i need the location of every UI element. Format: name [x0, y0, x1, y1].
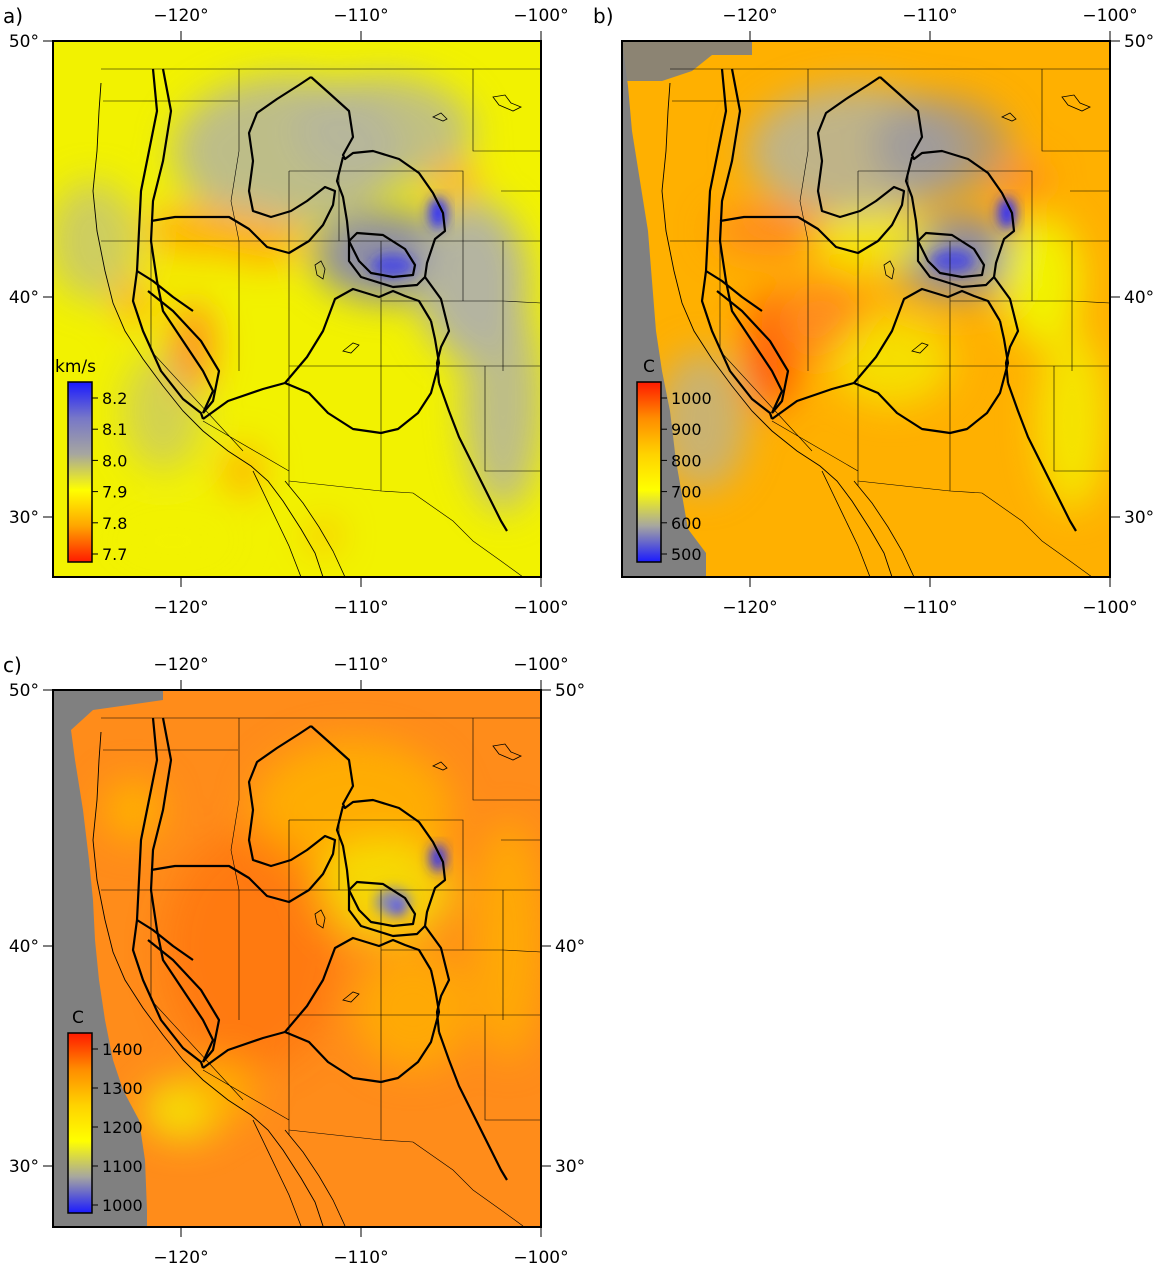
panel-c-colorbar-tick-label: 1400 — [102, 1040, 143, 1059]
panel-a-colorbar-unit: km/s — [55, 357, 96, 377]
panel-a-bottom-tick-label: −120° — [153, 598, 208, 618]
panel-c-colorbar-tick-label: 1300 — [102, 1079, 143, 1098]
panel-b-colorbar-tick-label: 1000 — [671, 389, 712, 408]
panel-c-colorbar-tick-label: 1200 — [102, 1118, 143, 1137]
panel-c-bottom-tick-label: −100° — [513, 1248, 568, 1268]
panel-a-map — [53, 41, 541, 577]
panel-c-right-tick-label: 50° — [555, 681, 585, 701]
panel-c-top-tick-label: −100° — [513, 655, 568, 675]
panel-b: b) — [593, 4, 1111, 578]
panel-c-colorbar-unit: C — [72, 1008, 84, 1028]
panel-c-bottom-tick-label: −120° — [153, 1248, 208, 1268]
axes: −120° −110° −100° −120° −110° −100° 50° 40° 30° −… — [9, 6, 1154, 1268]
panel-a-top-tick-label: −100° — [513, 6, 568, 26]
panel-c-colorbar-gradient — [67, 1032, 93, 1214]
panel-b-colorbar-gradient — [636, 381, 662, 563]
panel-c-top-tick-label: −110° — [333, 655, 388, 675]
panel-b-top-tick-label: −120° — [722, 6, 777, 26]
panel-b-bottom-tick-label: −100° — [1082, 598, 1137, 618]
panel-a-top-tick-label: −120° — [153, 6, 208, 26]
panel-a-colorbar: km/s 8.2 8.1 8.0 7.9 7.8 7.7 — [55, 357, 127, 564]
panel-a-colorbar-tick-label: 8.0 — [102, 451, 127, 470]
panel-a-field — [53, 76, 541, 566]
panel-b-right-tick-label: 50° — [1124, 32, 1154, 52]
panel-a-colorbar-tick-label: 7.8 — [102, 514, 127, 533]
panel-c-left-tick-label: 40° — [9, 937, 39, 957]
panel-a-left-tick-label: 40° — [9, 288, 39, 308]
panel-c-right-tick-label: 30° — [555, 1157, 585, 1177]
panel-b-map — [622, 41, 1110, 577]
panel-c-left-tick-label: 30° — [9, 1157, 39, 1177]
panel-c: c) — [3, 653, 542, 1228]
panel-b-label: b) — [593, 4, 614, 28]
panel-b-right-tick-label: 30° — [1124, 508, 1154, 528]
panel-a-frame — [52, 40, 542, 578]
colorbars: km/s 8.2 8.1 8.0 7.9 7.8 7.7 C 1000 900 800 700 600 5… — [55, 357, 712, 1215]
panel-b-colorbar-tick-label: 500 — [671, 545, 702, 564]
panel-a-label: a) — [3, 4, 23, 28]
panel-a-bottom-tick-label: −100° — [513, 598, 568, 618]
panel-b-frame — [621, 40, 1111, 578]
panel-a-colorbar-gradient — [67, 381, 93, 563]
panel-c-right-tick-label: 40° — [555, 937, 585, 957]
panel-b-colorbar-unit: C — [643, 357, 655, 377]
panel-b-right-tick-label: 40° — [1124, 288, 1154, 308]
panel-a-colorbar-tick-label: 8.2 — [102, 389, 127, 408]
panel-c-map — [53, 690, 541, 1227]
panel-a-left-tick-label: 50° — [9, 32, 39, 52]
panel-b-colorbar-tick-label: 700 — [671, 483, 702, 502]
panel-b-bottom-tick-label: −110° — [902, 598, 957, 618]
panel-a-top-tick-label: −110° — [333, 6, 388, 26]
panel-b-colorbar-tick-label: 600 — [671, 514, 702, 533]
panel-b-top-tick-label: −100° — [1082, 6, 1137, 26]
panel-b-top-tick-label: −110° — [902, 6, 957, 26]
panel-b-bottom-tick-label: −120° — [722, 598, 777, 618]
panel-a: a) — [3, 4, 542, 578]
panel-b-colorbar: C 1000 900 800 700 600 500 — [636, 357, 712, 564]
panel-c-colorbar-tick-label: 1100 — [102, 1157, 143, 1176]
panel-c-colorbar: C 1400 1300 1200 1100 1000 — [67, 1008, 143, 1215]
panel-b-colorbar-tick-label: 800 — [671, 451, 702, 470]
panel-a-colorbar-tick-label: 8.1 — [102, 420, 127, 439]
panel-c-top-tick-label: −120° — [153, 655, 208, 675]
panel-a-bottom-tick-label: −110° — [333, 598, 388, 618]
panel-c-frame — [52, 689, 542, 1228]
panel-a-left-tick-label: 30° — [9, 508, 39, 528]
panel-c-colorbar-tick-label: 1000 — [102, 1196, 143, 1215]
panel-c-left-tick-label: 50° — [9, 681, 39, 701]
panel-a-colorbar-tick-label: 7.9 — [102, 483, 127, 502]
panel-a-colorbar-tick-label: 7.7 — [102, 545, 127, 564]
panel-b-colorbar-tick-label: 900 — [671, 420, 702, 439]
panel-c-label: c) — [3, 653, 22, 677]
panel-c-bottom-tick-label: −110° — [333, 1248, 388, 1268]
